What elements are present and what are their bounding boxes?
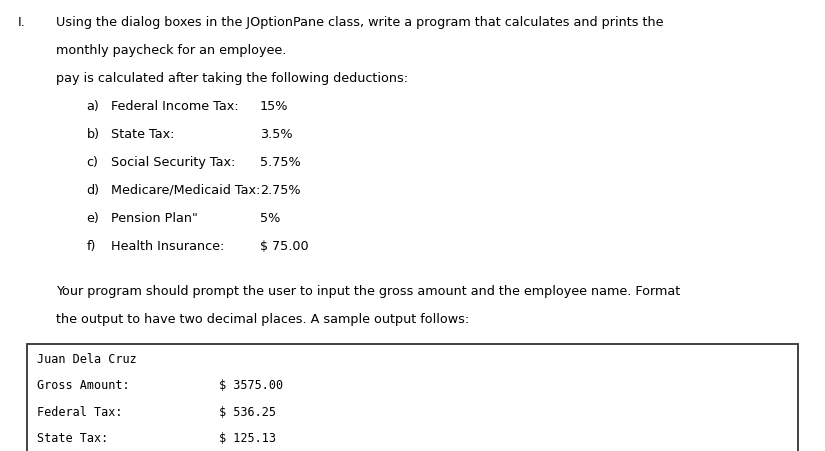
Text: monthly paycheck for an employee.: monthly paycheck for an employee. [56,44,286,57]
Text: Pension Plan": Pension Plan" [111,212,198,225]
Text: b): b) [87,128,100,141]
Text: 3.5%: 3.5% [260,128,293,141]
Text: a): a) [87,100,99,113]
Text: d): d) [87,184,100,197]
Text: e): e) [87,212,99,225]
Text: Federal Tax:: Federal Tax: [37,405,123,418]
Text: Social Security Tax:: Social Security Tax: [111,156,236,169]
Text: 15%: 15% [260,100,289,113]
Text: $ 536.25: $ 536.25 [219,405,276,418]
Text: pay is calculated after taking the following deductions:: pay is calculated after taking the follo… [56,72,408,85]
Text: $ 75.00: $ 75.00 [260,239,309,253]
Text: Using the dialog boxes in the JOptionPane class, write a program that calculates: Using the dialog boxes in the JOptionPan… [56,16,663,29]
Text: c): c) [87,156,98,169]
Text: $ 3575.00: $ 3575.00 [219,379,283,391]
Text: 5%: 5% [260,212,280,225]
Text: Health Insurance:: Health Insurance: [111,239,224,253]
Text: 2.75%: 2.75% [260,184,300,197]
Text: 5.75%: 5.75% [260,156,300,169]
Text: Medicare/Medicaid Tax:: Medicare/Medicaid Tax: [111,184,261,197]
Text: Juan Dela Cruz: Juan Dela Cruz [37,353,137,365]
FancyBboxPatch shape [27,345,798,451]
Text: State Tax:: State Tax: [37,431,108,444]
Text: State Tax:: State Tax: [111,128,175,141]
Text: f): f) [87,239,96,253]
Text: the output to have two decimal places. A sample output follows:: the output to have two decimal places. A… [56,312,469,325]
Text: Gross Amount:: Gross Amount: [37,379,130,391]
Text: Federal Income Tax:: Federal Income Tax: [111,100,239,113]
Text: I.: I. [18,16,26,29]
Text: Your program should prompt the user to input the gross amount and the employee n: Your program should prompt the user to i… [56,284,681,297]
Text: $ 125.13: $ 125.13 [219,431,276,444]
